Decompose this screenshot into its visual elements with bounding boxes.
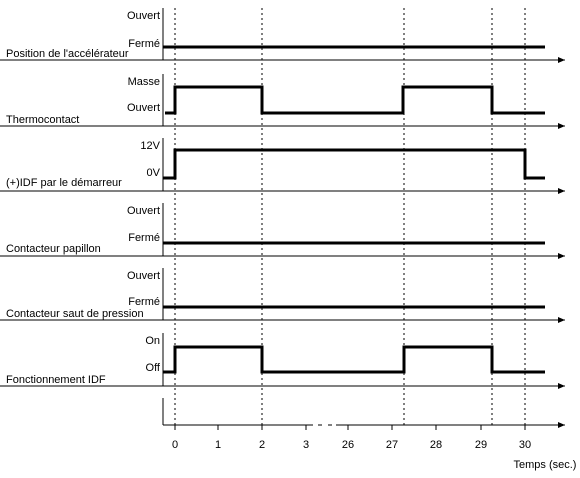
level-label: Off bbox=[146, 362, 161, 374]
panel-label: Contacteur saut de pression bbox=[6, 308, 144, 320]
panel-label: (+)IDF par le démarreur bbox=[6, 177, 122, 189]
tick-label: 29 bbox=[475, 439, 487, 451]
arrowhead bbox=[558, 253, 565, 259]
axis-label: Temps (sec.) bbox=[514, 459, 577, 471]
level-label: Masse bbox=[128, 76, 160, 88]
tick-label: 0 bbox=[172, 439, 178, 451]
arrowhead bbox=[558, 383, 565, 389]
arrowhead bbox=[558, 422, 565, 428]
tick-label: 30 bbox=[519, 439, 531, 451]
tick-label: 27 bbox=[386, 439, 398, 451]
arrowhead bbox=[558, 317, 565, 323]
level-label: 0V bbox=[147, 167, 161, 179]
dotted-markers bbox=[174, 8, 526, 425]
level-label: Fermé bbox=[128, 232, 160, 244]
level-label: Fermé bbox=[128, 296, 160, 308]
level-label: Ouvert bbox=[127, 205, 160, 217]
level-label: Fermé bbox=[128, 38, 160, 50]
tick-label: 28 bbox=[430, 439, 442, 451]
arrowhead bbox=[558, 123, 565, 129]
tick-label: 1 bbox=[215, 439, 221, 451]
level-label: Ouvert bbox=[127, 10, 160, 22]
panel-label: Position de l'accélérateur bbox=[6, 48, 129, 60]
waveform bbox=[165, 85, 545, 115]
tick-label: 3 bbox=[303, 439, 309, 451]
panel-label: Thermocontact bbox=[6, 114, 79, 126]
level-label: On bbox=[145, 335, 160, 347]
arrowhead bbox=[558, 188, 565, 194]
waveform bbox=[163, 345, 545, 374]
panel-label: Fonctionnement IDF bbox=[6, 374, 106, 386]
tick-label: 2 bbox=[259, 439, 265, 451]
level-label: 12V bbox=[140, 140, 160, 152]
tick-label: 26 bbox=[342, 439, 354, 451]
waveform bbox=[163, 148, 545, 180]
level-label: Ouvert bbox=[127, 270, 160, 282]
arrowhead bbox=[558, 57, 565, 63]
panel-label: Contacteur papillon bbox=[6, 243, 101, 255]
level-label: Ouvert bbox=[127, 102, 160, 114]
waveforms bbox=[163, 45, 545, 374]
